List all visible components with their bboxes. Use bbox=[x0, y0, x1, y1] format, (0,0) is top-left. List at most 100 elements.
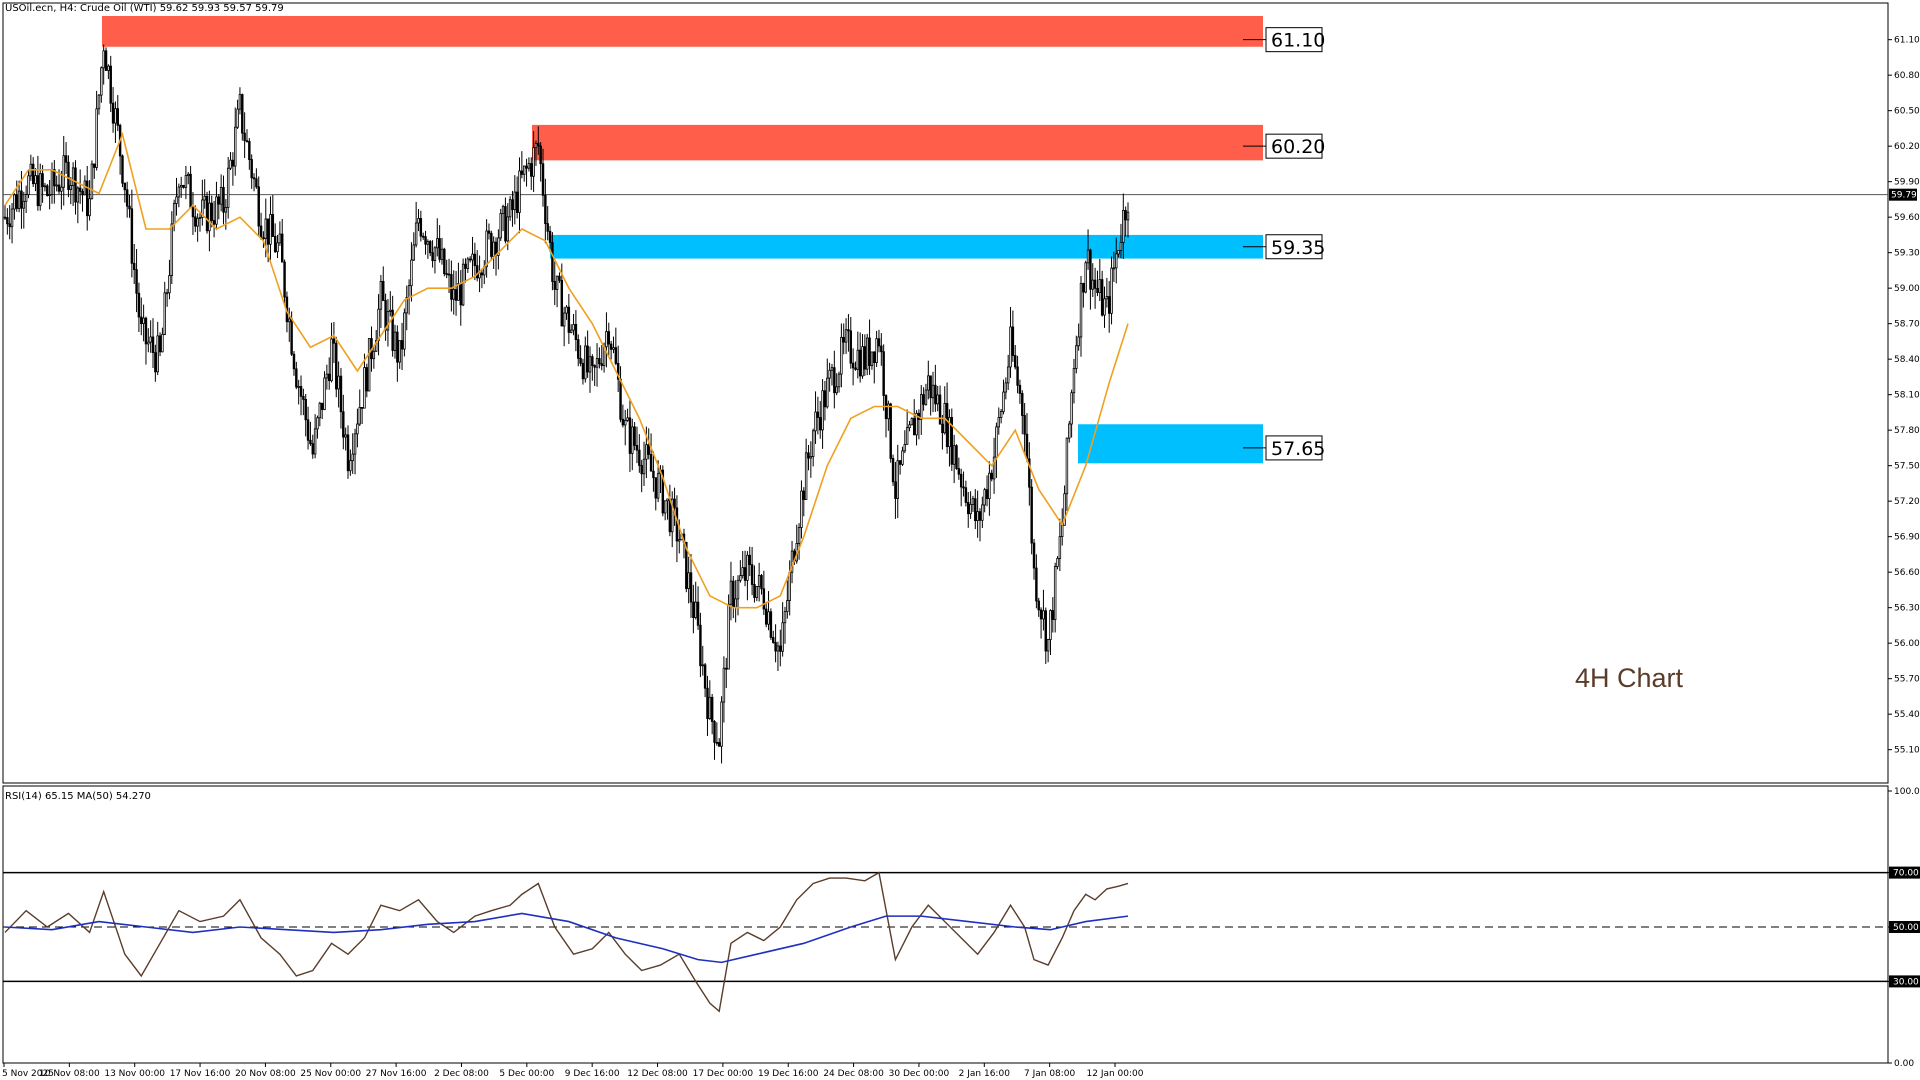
candle bbox=[346, 425, 350, 479]
candle-body bbox=[699, 624, 702, 667]
candle bbox=[231, 152, 235, 186]
candle bbox=[945, 382, 949, 454]
candle bbox=[62, 135, 65, 206]
candle bbox=[1089, 248, 1092, 310]
candle bbox=[668, 484, 672, 537]
candle-body bbox=[703, 664, 707, 689]
candle-body bbox=[591, 356, 594, 367]
candle-body bbox=[727, 603, 730, 670]
candle-body bbox=[710, 696, 714, 722]
candle-body bbox=[995, 426, 998, 458]
candles-group bbox=[3, 44, 1130, 764]
candle bbox=[483, 260, 486, 285]
candle bbox=[762, 570, 766, 616]
candle-body bbox=[511, 199, 514, 211]
candle-body bbox=[34, 175, 37, 185]
time-axis-label: 12 Dec 08:00 bbox=[627, 1069, 688, 1079]
candle-body bbox=[358, 407, 361, 425]
candle bbox=[649, 433, 653, 472]
candle-body bbox=[924, 389, 928, 405]
candle-body bbox=[198, 217, 202, 219]
candle bbox=[128, 194, 131, 218]
candle-body bbox=[226, 167, 230, 208]
price-axis-label: 60.50 bbox=[1894, 107, 1920, 117]
candle bbox=[88, 180, 91, 221]
candle-body bbox=[419, 218, 423, 237]
candle bbox=[349, 449, 352, 476]
candle bbox=[259, 212, 263, 240]
candle-body bbox=[443, 248, 446, 275]
candle bbox=[983, 487, 986, 513]
candle-body bbox=[389, 309, 392, 312]
candle-body bbox=[779, 645, 782, 652]
candle-body bbox=[654, 477, 657, 499]
candle-body bbox=[788, 571, 791, 601]
candle bbox=[156, 321, 159, 376]
candle bbox=[1021, 390, 1024, 435]
candle-body bbox=[640, 464, 643, 475]
candle-body bbox=[969, 504, 972, 515]
candle bbox=[814, 391, 817, 444]
candle bbox=[569, 324, 573, 334]
candle-body bbox=[736, 579, 740, 600]
candle-body bbox=[595, 358, 599, 368]
candle-body bbox=[950, 417, 954, 465]
candle-body bbox=[281, 233, 284, 263]
candle-body bbox=[60, 186, 63, 192]
candle-body bbox=[480, 272, 484, 276]
candle-body bbox=[257, 186, 260, 227]
candle bbox=[367, 338, 371, 392]
candle bbox=[313, 414, 317, 459]
candle bbox=[39, 163, 42, 211]
candle-body bbox=[729, 580, 733, 605]
candle-body bbox=[344, 434, 347, 438]
price-axis-label: 56.00 bbox=[1894, 639, 1920, 649]
candle bbox=[1037, 597, 1040, 617]
candle bbox=[130, 189, 134, 278]
candle-body bbox=[48, 194, 51, 196]
candle-body bbox=[621, 418, 625, 426]
candle-body bbox=[269, 214, 272, 245]
candle-body bbox=[168, 275, 171, 294]
price-pane-frame bbox=[2, 2, 1889, 784]
candle-body bbox=[915, 412, 918, 436]
candle-body bbox=[518, 170, 521, 213]
candle bbox=[1011, 310, 1015, 362]
candle bbox=[703, 663, 707, 698]
candle bbox=[774, 624, 777, 663]
candle bbox=[31, 157, 35, 187]
rsi-header: RSI(14) 65.15 MA(50) 54.270 bbox=[5, 791, 151, 802]
candle bbox=[619, 366, 622, 423]
candle bbox=[706, 675, 709, 736]
candle-body bbox=[861, 346, 864, 377]
candle-body bbox=[999, 411, 1003, 418]
candle bbox=[471, 236, 474, 278]
candle-body bbox=[24, 194, 28, 202]
candle bbox=[34, 168, 37, 192]
candle bbox=[927, 360, 930, 400]
candle-body bbox=[17, 190, 21, 209]
candle-body bbox=[633, 426, 636, 446]
candle-body bbox=[767, 611, 770, 625]
candle bbox=[931, 371, 935, 413]
candle bbox=[69, 177, 73, 205]
candle bbox=[708, 680, 712, 721]
candle-body bbox=[468, 258, 472, 261]
candle bbox=[454, 270, 458, 316]
candle bbox=[922, 387, 925, 411]
candle bbox=[393, 324, 397, 359]
candle bbox=[48, 180, 51, 210]
candle bbox=[614, 327, 618, 366]
candle bbox=[847, 314, 850, 352]
candle bbox=[1103, 286, 1106, 328]
candle bbox=[147, 328, 150, 353]
candle bbox=[1126, 202, 1130, 238]
candle-body bbox=[349, 460, 352, 472]
candle bbox=[861, 333, 864, 379]
candle-body bbox=[750, 564, 754, 585]
candle-body bbox=[828, 369, 831, 379]
candle bbox=[992, 437, 996, 494]
candle-body bbox=[417, 218, 420, 224]
candle bbox=[967, 491, 970, 528]
candle-body bbox=[865, 337, 869, 370]
